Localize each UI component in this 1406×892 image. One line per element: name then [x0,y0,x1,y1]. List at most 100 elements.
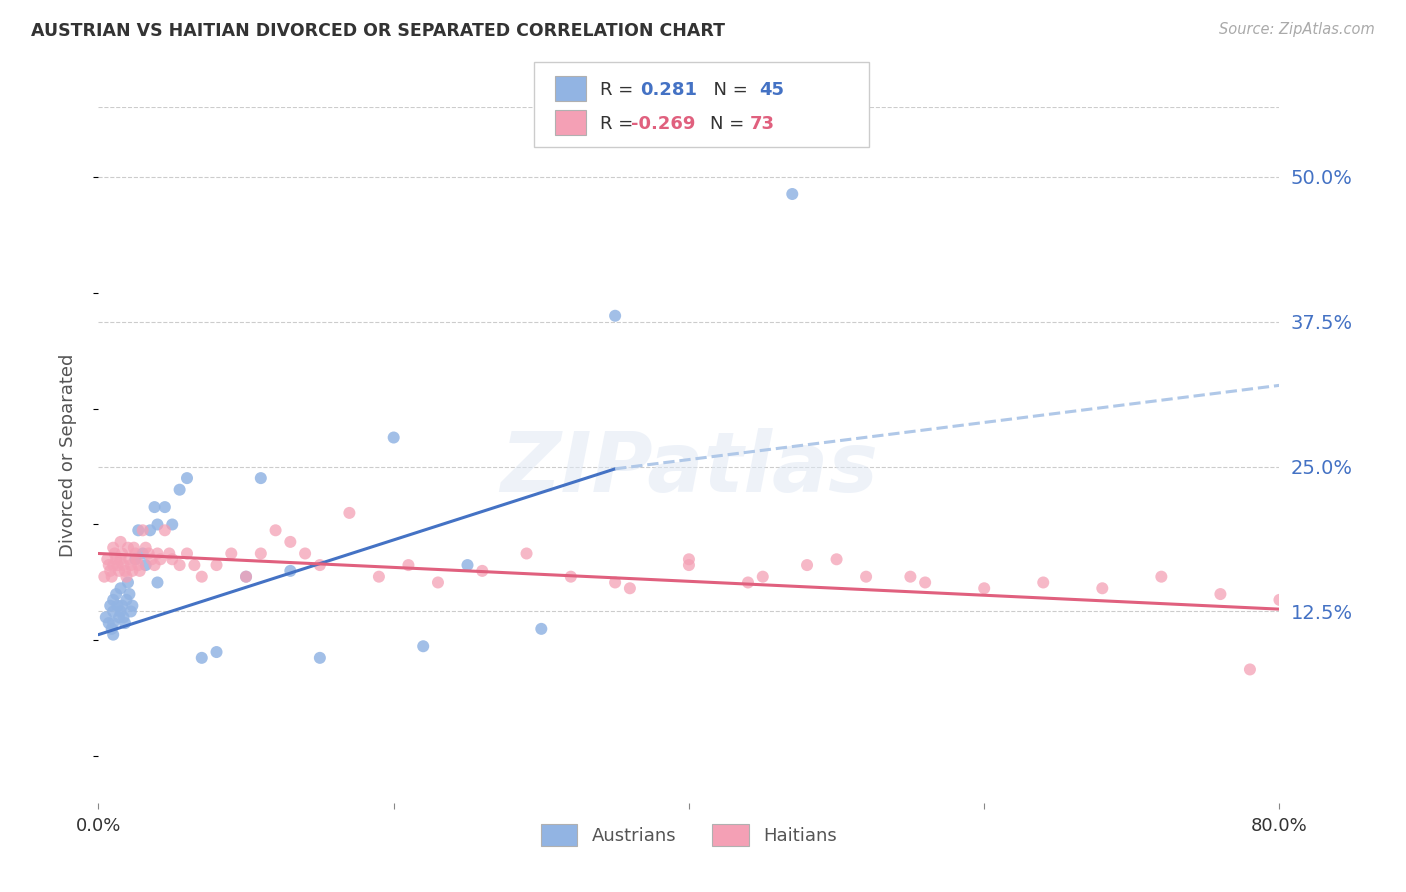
Point [143,558,166,573]
Text: -0.269: -0.269 [631,115,696,133]
Point [93,570,115,584]
Point [516,546,538,561]
Point [103,628,125,642]
Point [118,552,141,566]
Point [124,546,146,561]
Text: ZIPatlas: ZIPatlas [501,428,877,509]
Point [560,570,582,584]
Point [146,575,169,590]
Point [104,546,127,561]
Point [132,546,155,561]
Point [122,541,145,555]
Point [796,558,818,573]
Point [250,471,273,485]
Point [191,570,214,584]
Point [153,523,176,537]
Point [98,599,121,613]
Point [108,564,131,578]
Point [1268,592,1291,607]
Point [143,500,166,514]
Point [530,622,553,636]
Point [132,523,155,537]
Point [737,575,759,590]
Point [825,552,848,566]
Point [176,471,198,485]
Point [1091,582,1114,596]
Text: 73: 73 [749,115,775,133]
Point [94,610,117,624]
Point [1239,662,1261,677]
Point [205,645,228,659]
Point [235,570,257,584]
Point [124,552,146,566]
Point [169,483,191,497]
Point [108,610,131,624]
Point [138,546,160,561]
Point [264,523,287,537]
Point [309,651,332,665]
Point [103,541,125,555]
Point [135,541,157,555]
Point [111,599,134,613]
Legend: Austrians, Haitians: Austrians, Haitians [541,824,837,846]
Point [103,558,125,573]
Y-axis label: Divorced or Separated: Divorced or Separated [59,353,77,557]
Point [678,558,700,573]
Point [191,651,214,665]
Point [605,309,627,323]
Point [97,615,120,630]
Point [176,546,198,561]
Point [339,506,361,520]
Point [111,546,134,561]
Point [427,575,450,590]
Point [605,575,627,590]
Text: 45: 45 [759,81,785,99]
Point [412,639,434,653]
Point [973,582,995,596]
Point [115,592,138,607]
Point [107,599,129,613]
Point [398,558,420,573]
Point [752,570,775,584]
Point [110,582,132,596]
Point [471,564,494,578]
Point [128,564,150,578]
Text: N =: N = [710,115,749,133]
Point [114,615,136,630]
Text: N =: N = [702,81,754,99]
Text: R =: R = [600,81,645,99]
Text: 0.281: 0.281 [640,81,697,99]
Point [135,558,157,573]
Point [280,564,302,578]
Point [98,564,121,578]
Point [162,517,183,532]
Point [110,552,132,566]
Point [146,546,169,561]
Point [121,599,143,613]
Text: Source: ZipAtlas.com: Source: ZipAtlas.com [1219,22,1375,37]
Point [121,564,143,578]
Point [110,605,132,619]
Point [97,558,120,573]
Point [153,500,176,514]
Point [250,546,273,561]
Point [157,546,180,561]
Point [205,558,228,573]
Point [457,558,479,573]
Point [294,546,316,561]
Point [115,570,138,584]
Text: R =: R = [600,115,640,133]
Point [382,430,405,444]
Point [112,610,135,624]
Point [900,570,922,584]
Point [1150,570,1173,584]
Point [149,552,172,566]
Point [100,622,122,636]
Point [782,187,804,202]
Point [103,605,125,619]
Point [162,552,183,566]
Point [914,575,936,590]
Point [678,552,700,566]
Point [125,552,148,566]
Point [169,558,191,573]
